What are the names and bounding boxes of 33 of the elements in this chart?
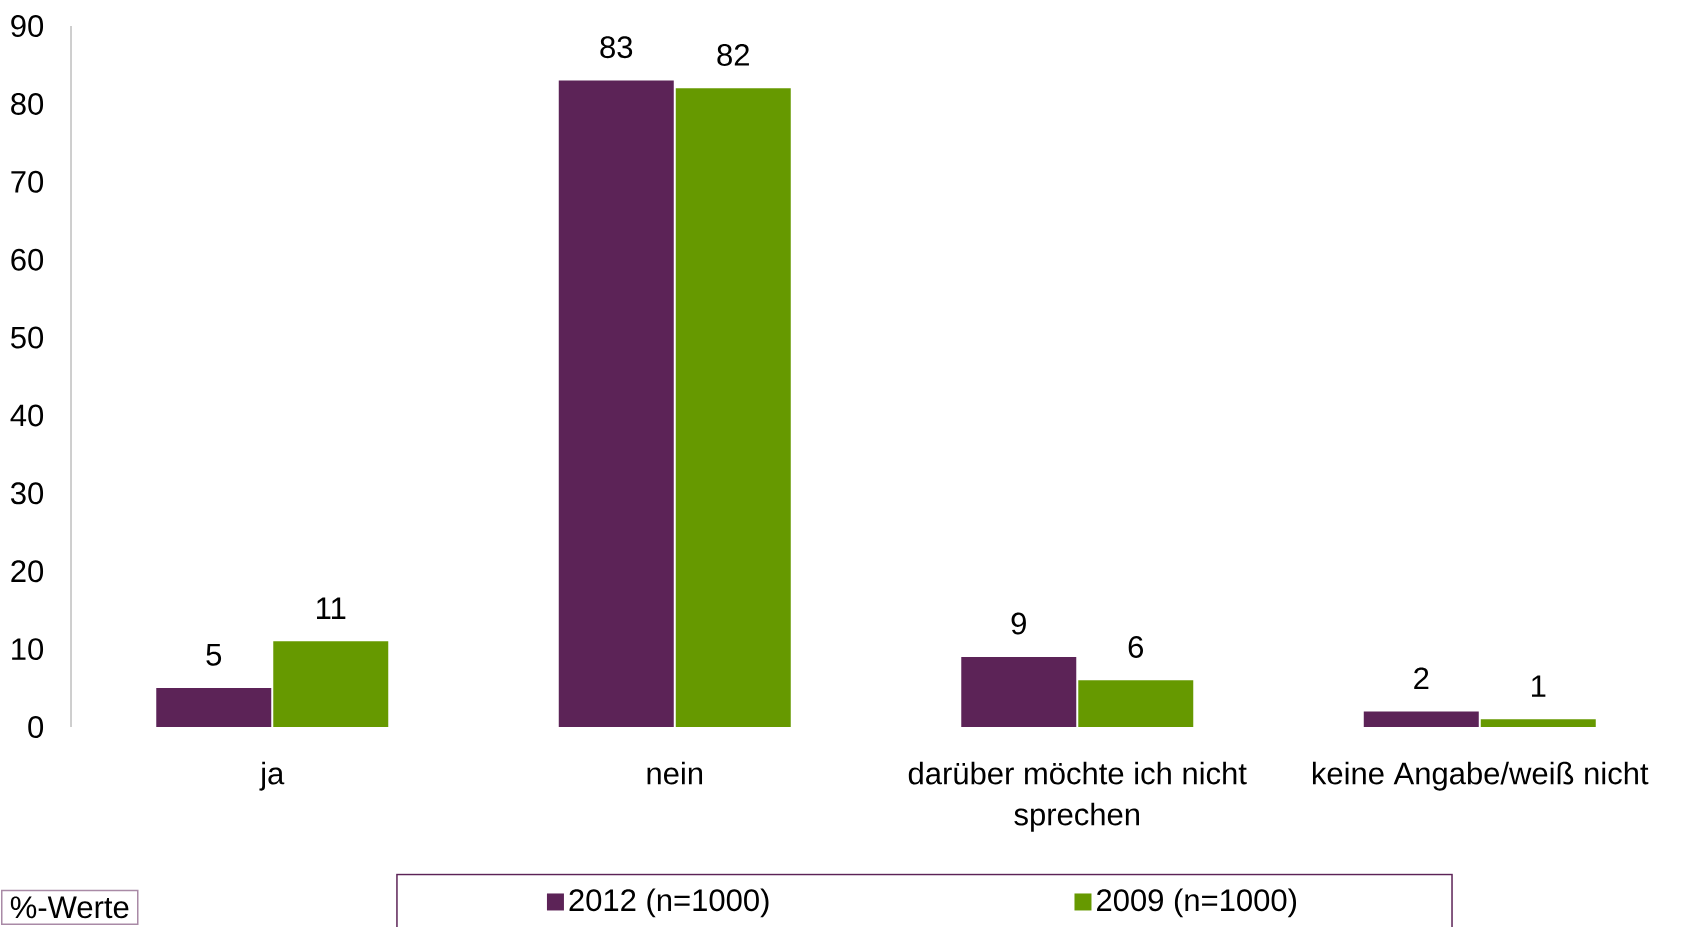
data-label: 5 — [206, 644, 222, 666]
bar — [1363, 711, 1479, 727]
x-tick-label: keine Angabe/weiß nicht — [1312, 761, 1649, 791]
bar — [1078, 680, 1194, 727]
data-label: 2 — [1414, 667, 1429, 690]
y-tick-label: 20 — [11, 560, 44, 583]
data-label: 9 — [1011, 612, 1026, 635]
data-label: 6 — [1128, 635, 1144, 658]
bar — [273, 641, 389, 727]
legend-label: 2009 (n=1000) — [1097, 888, 1297, 918]
bar — [1480, 719, 1596, 727]
y-tick-label: 0 — [28, 716, 44, 738]
y-tick-label: 70 — [11, 170, 44, 193]
y-tick-label: 90 — [11, 15, 44, 37]
bar — [675, 88, 791, 727]
x-tick-label: nein — [647, 761, 703, 785]
x-tick-label: ja — [259, 761, 285, 791]
bar — [156, 688, 272, 727]
text: %-Werte — [10, 896, 129, 919]
y-tick-label: 40 — [10, 404, 44, 427]
y-tick-label: 80 — [11, 92, 44, 115]
y-tick-label: 50 — [11, 326, 44, 349]
y-tick-label: 10 — [12, 638, 44, 661]
x-tick-label: darüber möchte ich nicht sprechen — [908, 761, 1247, 832]
data-label: 82 — [717, 43, 749, 66]
legend-label: 2012 (n=1000) — [569, 888, 769, 918]
y-tick-label: 30 — [10, 482, 44, 505]
data-label: 11 — [317, 597, 346, 619]
y-tick-label: 60 — [11, 248, 44, 271]
data-label: 83 — [600, 36, 633, 59]
bar — [558, 80, 674, 727]
data-label: 1 — [1532, 675, 1546, 697]
bar — [961, 656, 1077, 727]
